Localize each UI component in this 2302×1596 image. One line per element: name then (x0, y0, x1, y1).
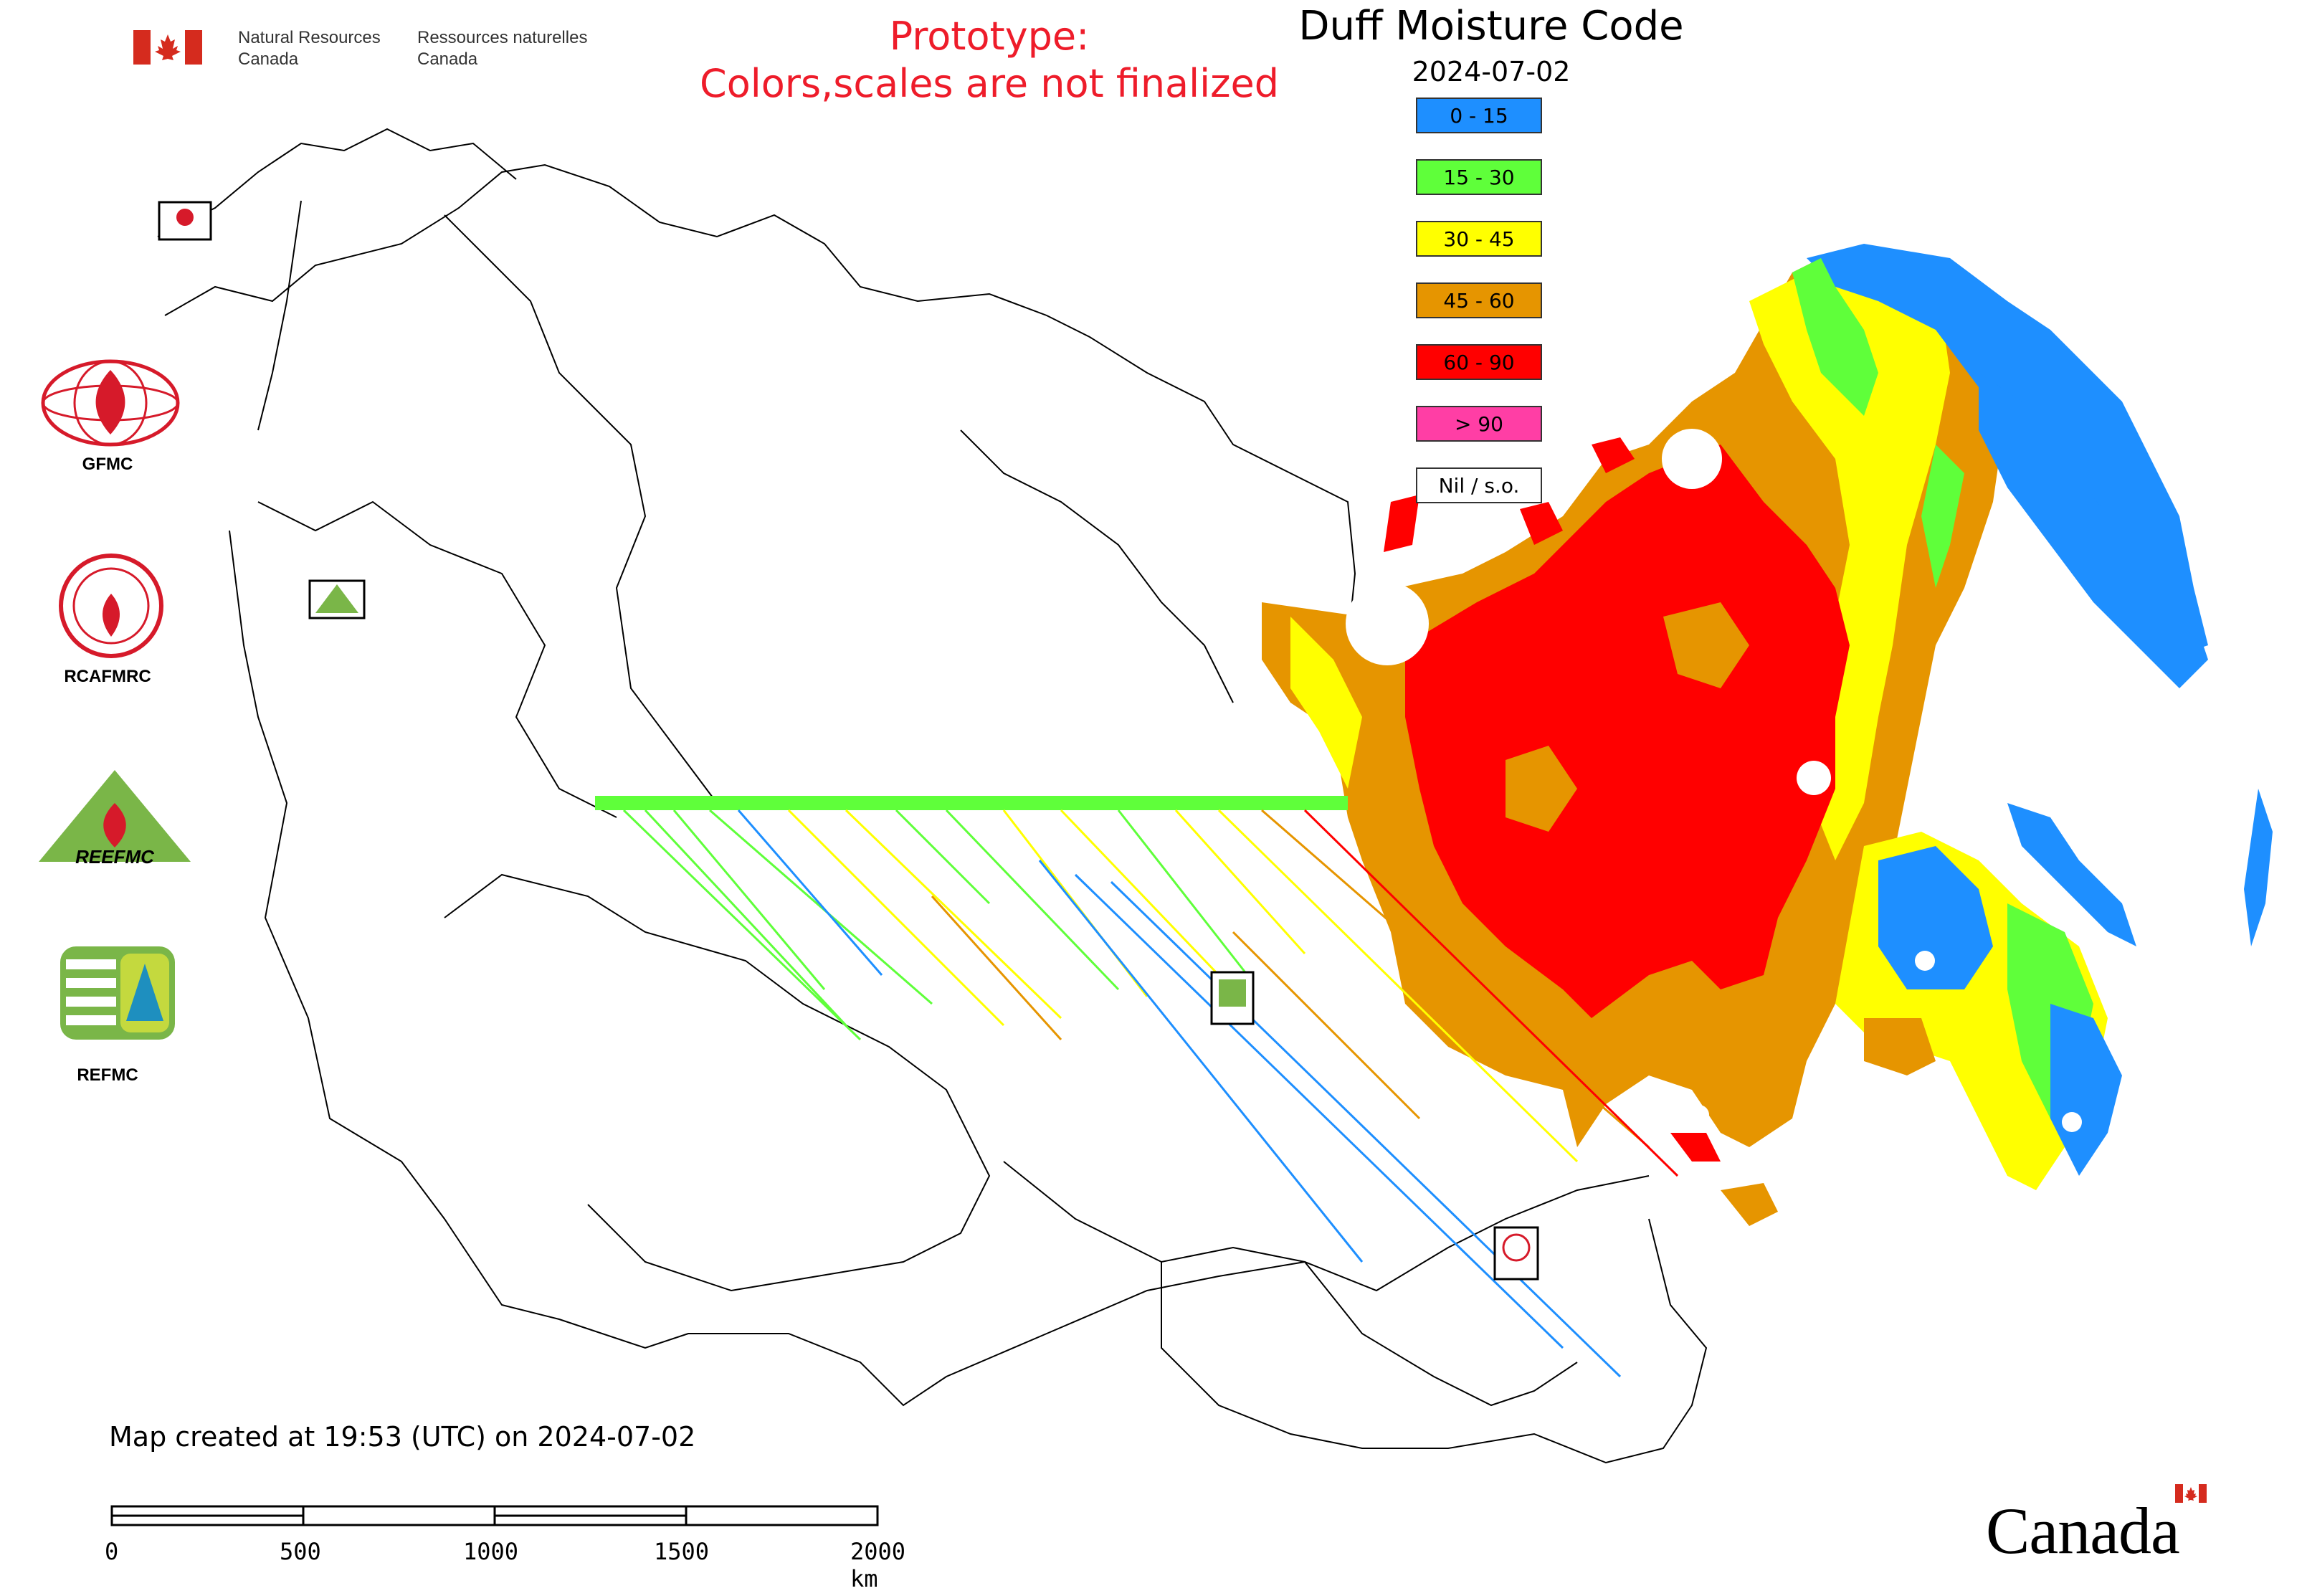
dmc-field (1262, 244, 2273, 1226)
map-title: Duff Moisture Code (1298, 3, 1684, 49)
canada-wordmark: Canada (1986, 1484, 2237, 1567)
canada-wordmark-flag-icon (2175, 1484, 2207, 1503)
gov-name-english: Natural Resources Canada (238, 28, 381, 69)
rcafmrc-logo: RCAFMRC (22, 552, 237, 695)
refmc-logo: REFMC (22, 946, 237, 1090)
scale-bar-graphic (110, 1505, 879, 1526)
map-logo-markers (158, 201, 1539, 1281)
canada-wordmark-text: Canada (1986, 1494, 2180, 1567)
reefmc-wordmark: REEFMC (75, 846, 154, 868)
scale-label: 2000 km (850, 1538, 906, 1592)
gfmc-label: GFMC (82, 455, 133, 474)
legend-item: 0 - 15 (1416, 98, 1542, 133)
gov-name-french: Ressources naturelles Canada (417, 28, 588, 69)
dmc-streaks (595, 796, 1679, 1378)
legend-item: Nil / s.o. (1416, 467, 1542, 503)
map-date: 2024-07-02 (1412, 56, 1571, 87)
canada-flag-icon (133, 30, 202, 65)
scale-label: 0 (105, 1538, 119, 1565)
refmc-logo-icon (60, 946, 175, 1040)
reefmc-logo: REEFMC (36, 767, 201, 875)
legend-item: 30 - 45 (1416, 221, 1542, 257)
gov-header: Natural Resources Canada Ressources natur… (133, 26, 607, 76)
rcafmrc-label: RCAFMRC (64, 667, 151, 686)
scale-label: 1500 (654, 1538, 710, 1565)
rcafmrc-logo-icon (59, 554, 163, 658)
refmc-label: REFMC (77, 1065, 138, 1085)
gfmc-logo: GFMC (22, 358, 237, 488)
boundary-lines (157, 128, 1708, 1464)
scale-bar: 0 500 1000 1500 2000 km (105, 1502, 905, 1592)
reefmc-logo-icon (39, 770, 191, 862)
legend-item: 15 - 30 (1416, 159, 1542, 195)
legend-item: 45 - 60 (1416, 282, 1542, 318)
gfmc-logo-icon (41, 359, 180, 447)
scale-label: 500 (280, 1538, 321, 1565)
scale-label: 1000 (463, 1538, 519, 1565)
legend-item: > 90 (1416, 406, 1542, 442)
created-timestamp: Map created at 19:53 (UTC) on 2024-07-02 (109, 1421, 696, 1453)
legend-item: 60 - 90 (1416, 344, 1542, 380)
prototype-notice: Prototype: Colors,scales are not finaliz… (700, 14, 1279, 106)
